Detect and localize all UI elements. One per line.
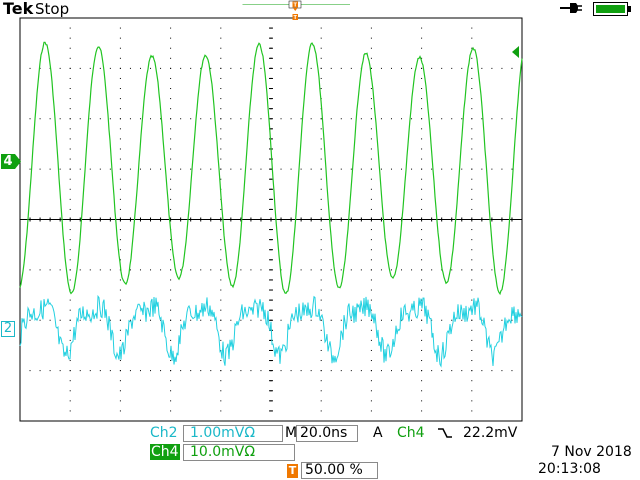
ch2-label: Ch2 bbox=[150, 425, 178, 441]
trigger-level[interactable]: 22.2mV bbox=[463, 425, 518, 441]
ch4-marker-arrow bbox=[15, 154, 21, 169]
svg-text:T: T bbox=[294, 3, 298, 9]
acquisition-state: Stop bbox=[35, 0, 70, 18]
power-plug-icon bbox=[560, 3, 582, 13]
ch4-label: Ch4 bbox=[150, 444, 180, 460]
falling-edge-icon bbox=[438, 428, 452, 438]
brand-logo: Tek bbox=[3, 0, 34, 18]
trigger-mode: A bbox=[373, 425, 383, 441]
trigger-position-bar: T T bbox=[242, 0, 350, 20]
ch4-vertical-scale[interactable]: 10.0mVΩ bbox=[183, 444, 295, 461]
ch2-ground-marker[interactable]: 2 bbox=[1, 321, 15, 337]
svg-text:T: T bbox=[294, 15, 298, 20]
ch4-waveform bbox=[19, 41, 523, 296]
trigger-position-indicator bbox=[292, 1, 298, 8]
trigger-source[interactable]: Ch4 bbox=[397, 425, 425, 441]
graticule bbox=[19, 17, 523, 422]
timebase-value[interactable]: 20.0ns bbox=[296, 425, 358, 442]
ch2-vertical-scale[interactable]: 1.00mVΩ bbox=[183, 425, 283, 442]
trigger-position-value[interactable]: 50.00 % bbox=[301, 462, 378, 479]
trigger-position-icon: T bbox=[287, 464, 298, 478]
ch2-waveform bbox=[19, 294, 523, 368]
time-readout: 20:13:08 bbox=[538, 461, 601, 477]
battery-icon bbox=[593, 2, 631, 16]
ch4-trigger-level-marker[interactable] bbox=[510, 46, 520, 58]
trigger-point-marker bbox=[292, 14, 298, 20]
date-readout: 7 Nov 2018 bbox=[551, 444, 632, 460]
timebase-label: M bbox=[285, 425, 298, 441]
ch4-ground-marker[interactable]: 4 bbox=[1, 154, 15, 169]
